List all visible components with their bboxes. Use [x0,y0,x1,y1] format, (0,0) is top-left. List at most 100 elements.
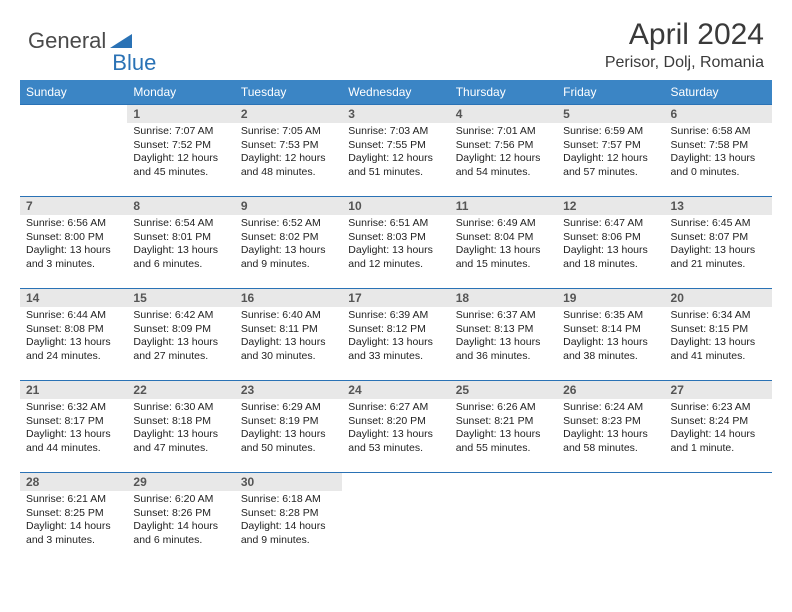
daylight-text: Daylight: 13 hours and 21 minutes. [671,244,766,271]
sunrise-text: Sunrise: 6:51 AM [348,217,443,231]
day-content: Sunrise: 6:45 AMSunset: 8:07 PMDaylight:… [665,215,772,276]
day-content: Sunrise: 6:44 AMSunset: 8:08 PMDaylight:… [20,307,127,368]
day-number: 18 [450,289,557,307]
day-content: Sunrise: 7:07 AMSunset: 7:52 PMDaylight:… [127,123,234,184]
day-cell [20,105,127,197]
day-number: 13 [665,197,772,215]
sunset-text: Sunset: 8:09 PM [133,323,228,337]
sunrise-text: Sunrise: 6:39 AM [348,309,443,323]
day-cell: 15 Sunrise: 6:42 AMSunset: 8:09 PMDayligh… [127,289,234,381]
daylight-text: Daylight: 13 hours and 58 minutes. [563,428,658,455]
sunrise-text: Sunrise: 6:37 AM [456,309,551,323]
sunset-text: Sunset: 8:01 PM [133,231,228,245]
sunset-text: Sunset: 8:28 PM [241,507,336,521]
daylight-text: Daylight: 13 hours and 27 minutes. [133,336,228,363]
day-cell: 28Sunrise: 6:21 AMSunset: 8:25 PMDayligh… [20,473,127,565]
logo-text-blue: Blue [112,50,156,76]
sunrise-text: Sunrise: 6:40 AM [241,309,336,323]
sunrise-text: Sunrise: 6:18 AM [241,493,336,507]
day-cell: 26Sunrise: 6:24 AMSunset: 8:23 PMDayligh… [557,381,664,473]
week-row: 21Sunrise: 6:32 AMSunset: 8:17 PMDayligh… [20,381,772,473]
daylight-text: Daylight: 12 hours and 45 minutes. [133,152,228,179]
day-header-wednesday: Wednesday [342,80,449,105]
logo-text-general: General [28,28,106,54]
sunset-text: Sunset: 8:15 PM [671,323,766,337]
day-number: 8 [127,197,234,215]
daylight-text: Daylight: 13 hours and 38 minutes. [563,336,658,363]
day-number: 10 [342,197,449,215]
sunset-text: Sunset: 8:03 PM [348,231,443,245]
calendar-table: Sunday Monday Tuesday Wednesday Thursday… [20,80,772,565]
day-content: Sunrise: 6:24 AMSunset: 8:23 PMDaylight:… [557,399,664,460]
day-content: Sunrise: 6:34 AMSunset: 8:15 PMDaylight:… [665,307,772,368]
sunset-text: Sunset: 7:52 PM [133,139,228,153]
sunset-text: Sunset: 8:20 PM [348,415,443,429]
day-cell: 2Sunrise: 7:05 AMSunset: 7:53 PMDaylight… [235,105,342,197]
daylight-text: Daylight: 14 hours and 6 minutes. [133,520,228,547]
day-cell: 4Sunrise: 7:01 AMSunset: 7:56 PMDaylight… [450,105,557,197]
day-number: 16 [235,289,342,307]
day-content: Sunrise: 6:20 AMSunset: 8:26 PMDaylight:… [127,491,234,552]
day-number: 24 [342,381,449,399]
sunrise-text: Sunrise: 6:34 AM [671,309,766,323]
location: Perisor, Dolj, Romania [605,54,764,72]
day-cell: 24Sunrise: 6:27 AMSunset: 8:20 PMDayligh… [342,381,449,473]
sunrise-text: Sunrise: 6:26 AM [456,401,551,415]
daylight-text: Daylight: 13 hours and 55 minutes. [456,428,551,455]
sunrise-text: Sunrise: 6:54 AM [133,217,228,231]
day-content: Sunrise: 6:47 AMSunset: 8:06 PMDaylight:… [557,215,664,276]
day-number: 19 [557,289,664,307]
day-number: 22 [127,381,234,399]
day-content: Sunrise: 6:59 AMSunset: 7:57 PMDaylight:… [557,123,664,184]
day-cell: 21Sunrise: 6:32 AMSunset: 8:17 PMDayligh… [20,381,127,473]
sunrise-text: Sunrise: 6:58 AM [671,125,766,139]
sunrise-text: Sunrise: 7:01 AM [456,125,551,139]
daylight-text: Daylight: 13 hours and 24 minutes. [26,336,121,363]
day-content: Sunrise: 6:40 AMSunset: 8:11 PMDaylight:… [235,307,342,368]
month-title: April 2024 [605,18,764,52]
daylight-text: Daylight: 13 hours and 12 minutes. [348,244,443,271]
week-row: 1Sunrise: 7:07 AMSunset: 7:52 PMDaylight… [20,105,772,197]
sunset-text: Sunset: 7:56 PM [456,139,551,153]
daylight-text: Daylight: 13 hours and 41 minutes. [671,336,766,363]
day-cell: 7Sunrise: 6:56 AMSunset: 8:00 PMDaylight… [20,197,127,289]
day-cell: 5Sunrise: 6:59 AMSunset: 7:57 PMDaylight… [557,105,664,197]
sunset-text: Sunset: 8:14 PM [563,323,658,337]
sunset-text: Sunset: 7:57 PM [563,139,658,153]
daylight-text: Daylight: 13 hours and 6 minutes. [133,244,228,271]
day-cell: 19Sunrise: 6:35 AMSunset: 8:14 PMDayligh… [557,289,664,381]
sunset-text: Sunset: 8:19 PM [241,415,336,429]
day-cell: 16Sunrise: 6:40 AMSunset: 8:11 PMDayligh… [235,289,342,381]
day-header-tuesday: Tuesday [235,80,342,105]
day-number: 9 [235,197,342,215]
daylight-text: Daylight: 14 hours and 1 minute. [671,428,766,455]
day-number: 6 [665,105,772,123]
header: General Blue April 2024 Perisor, Dolj, R… [0,0,792,80]
daylight-text: Daylight: 13 hours and 15 minutes. [456,244,551,271]
sunset-text: Sunset: 8:21 PM [456,415,551,429]
day-number: 26 [557,381,664,399]
sunset-text: Sunset: 8:00 PM [26,231,121,245]
day-number: 27 [665,381,772,399]
sunset-text: Sunset: 8:13 PM [456,323,551,337]
sunset-text: Sunset: 8:18 PM [133,415,228,429]
day-number: 4 [450,105,557,123]
sunset-text: Sunset: 8:04 PM [456,231,551,245]
sunrise-text: Sunrise: 7:07 AM [133,125,228,139]
day-number: 11 [450,197,557,215]
day-number: 29 [127,473,234,491]
day-content: Sunrise: 6:18 AMSunset: 8:28 PMDaylight:… [235,491,342,552]
week-row: 14Sunrise: 6:44 AMSunset: 8:08 PMDayligh… [20,289,772,381]
sunset-text: Sunset: 8:25 PM [26,507,121,521]
day-content: Sunrise: 6:37 AMSunset: 8:13 PMDaylight:… [450,307,557,368]
sunrise-text: Sunrise: 6:59 AM [563,125,658,139]
sunrise-text: Sunrise: 6:42 AM [133,309,228,323]
sunset-text: Sunset: 7:55 PM [348,139,443,153]
sunset-text: Sunset: 8:02 PM [241,231,336,245]
day-cell: 23Sunrise: 6:29 AMSunset: 8:19 PMDayligh… [235,381,342,473]
day-content: Sunrise: 6:51 AMSunset: 8:03 PMDaylight:… [342,215,449,276]
day-cell: 8 Sunrise: 6:54 AMSunset: 8:01 PMDaylight… [127,197,234,289]
sunrise-text: Sunrise: 7:05 AM [241,125,336,139]
day-number: 15 [127,289,234,307]
sunset-text: Sunset: 8:11 PM [241,323,336,337]
